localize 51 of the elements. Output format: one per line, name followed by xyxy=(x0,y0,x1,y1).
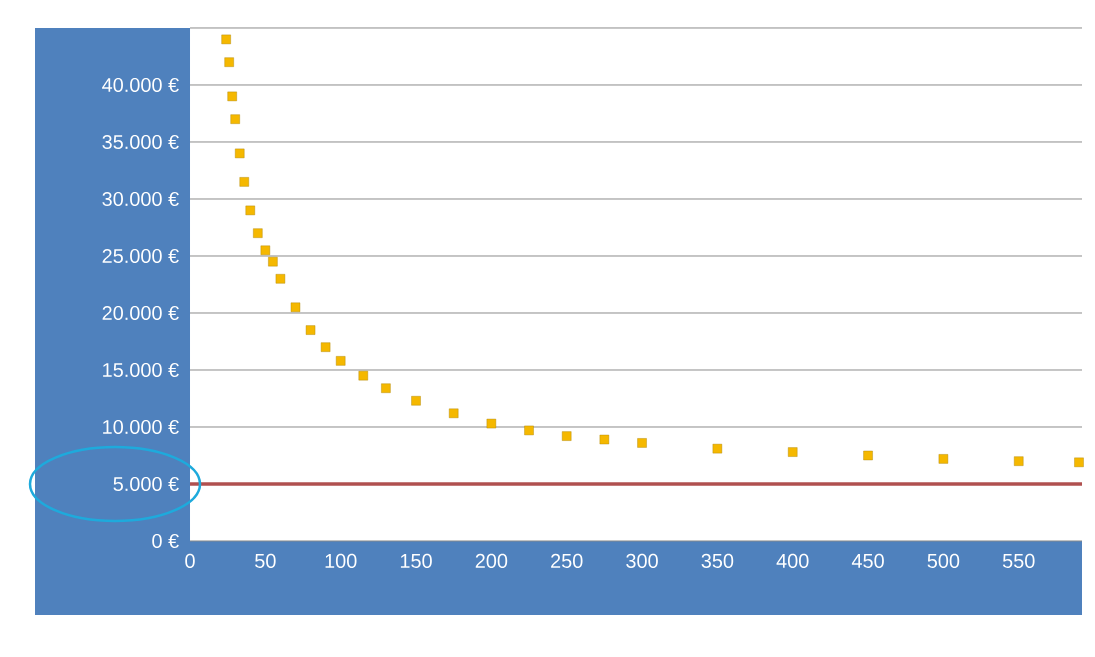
point xyxy=(524,425,534,436)
point xyxy=(253,228,263,238)
point xyxy=(235,148,245,159)
point xyxy=(305,325,316,335)
x-tick-label: 150 xyxy=(400,553,432,568)
x-tick-label: 0 xyxy=(185,553,195,568)
point xyxy=(239,177,249,187)
point xyxy=(938,454,949,464)
point xyxy=(227,91,237,102)
point xyxy=(1074,457,1084,468)
point xyxy=(712,443,723,454)
y-tick-label: 30.000 € xyxy=(102,191,179,207)
point xyxy=(320,342,331,352)
point xyxy=(358,370,368,381)
x-tick-label: 550 xyxy=(1002,553,1035,568)
point xyxy=(1014,456,1024,466)
y-tick-label: 35.000 € xyxy=(102,134,179,150)
point xyxy=(245,205,255,216)
point xyxy=(486,418,497,429)
x-tick-label: 200 xyxy=(475,553,508,568)
y-tick-label: 15.000 € xyxy=(103,362,179,378)
y-tick-label: 10.000 € xyxy=(103,419,179,435)
x-tick-label: 450 xyxy=(851,553,884,568)
y-tick-label: 20.000 € xyxy=(102,305,179,321)
x-tick-label: 400 xyxy=(776,553,809,568)
point xyxy=(290,302,301,312)
point xyxy=(224,57,234,67)
point xyxy=(230,114,240,124)
point xyxy=(637,438,647,448)
x-tick-label: 300 xyxy=(626,553,658,568)
x-tick-label: 500 xyxy=(927,553,960,568)
point xyxy=(260,245,271,255)
x-tick-label: 50 xyxy=(255,553,276,568)
point xyxy=(335,356,346,366)
point xyxy=(788,447,798,457)
y-tick-label: 40.000 € xyxy=(102,77,179,93)
x-tick-label: 250 xyxy=(551,553,583,568)
point xyxy=(275,274,286,284)
point xyxy=(381,383,391,393)
y-tick-label: 5.000 € xyxy=(113,476,179,492)
x-tick-label: 100 xyxy=(325,553,357,568)
point xyxy=(411,396,421,406)
y-tick-label: 25.000 € xyxy=(102,248,179,264)
x-tick-label: 350 xyxy=(701,553,734,568)
point xyxy=(562,431,572,441)
y-tick-label: 0 € xyxy=(152,533,179,549)
point xyxy=(863,450,873,461)
point xyxy=(221,34,231,45)
point xyxy=(268,256,278,267)
point xyxy=(599,434,610,445)
point xyxy=(448,408,459,419)
